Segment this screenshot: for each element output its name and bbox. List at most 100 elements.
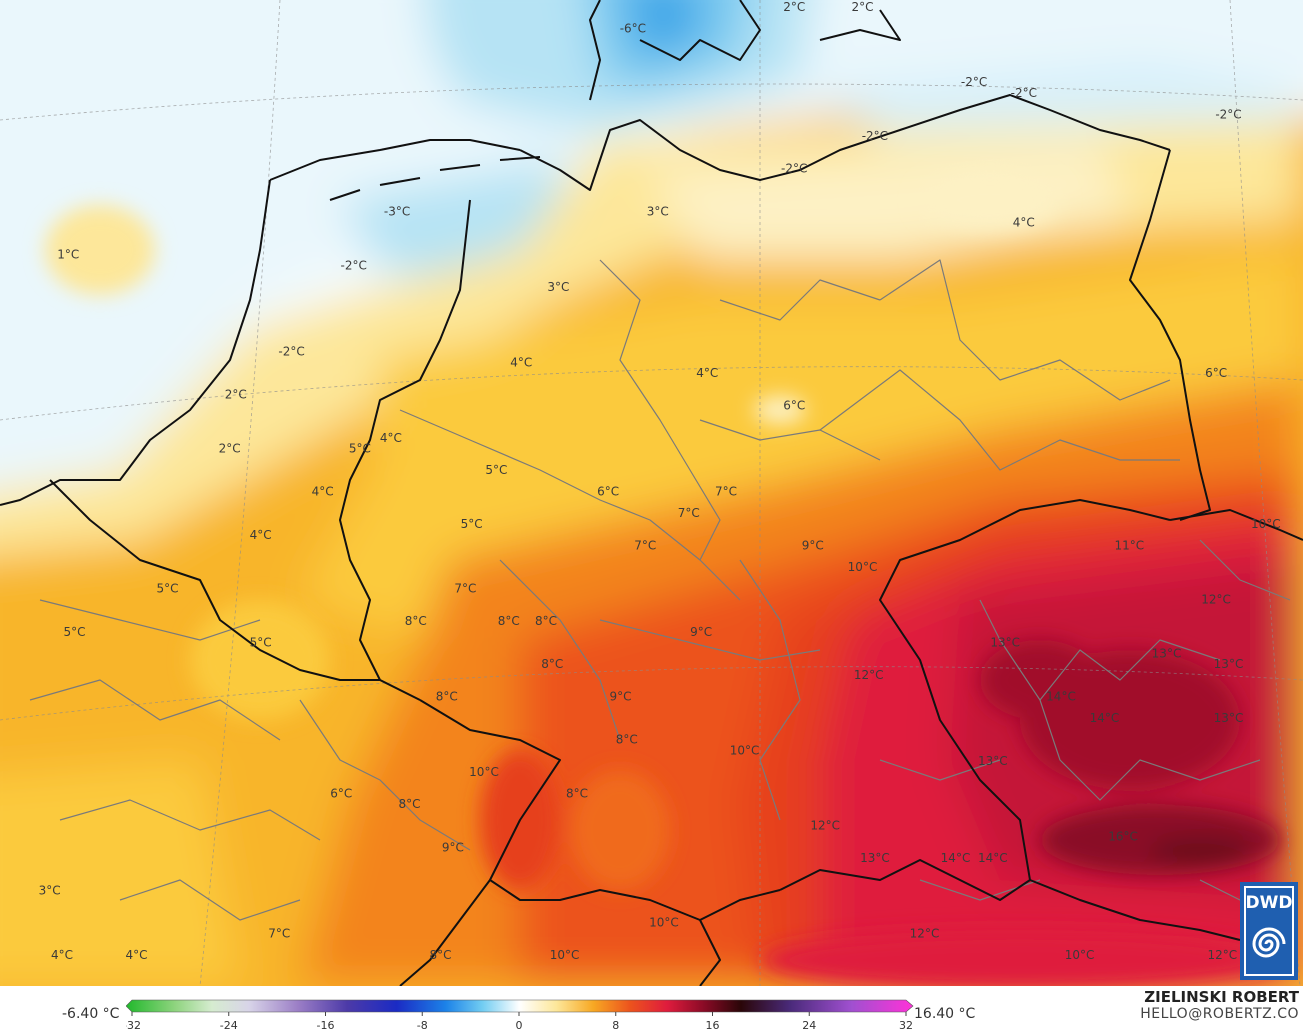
credit-name: ZIELINSKI ROBERT	[1144, 988, 1299, 1006]
temperature-label: 5°C	[250, 636, 272, 650]
legend: -6.40 °C 16.40 °C -32 -24 -16 -8 0 8 16 24 32 ZI…	[0, 986, 1303, 1035]
temperature-label: 9°C	[802, 539, 824, 553]
temperature-label: 12°C	[854, 668, 884, 682]
spiral-icon	[1252, 927, 1286, 958]
graticule	[0, 0, 1303, 986]
temperature-label: 2°C	[225, 388, 247, 402]
temperature-label: 13°C	[1152, 646, 1182, 660]
temperature-label: 10°C	[730, 743, 760, 757]
colorbar-tick-label: -16	[317, 1019, 335, 1032]
temperature-label: 14°C	[1046, 689, 1076, 703]
temperature-label: 6°C	[1205, 366, 1227, 380]
colorbar-tick-label: 8	[612, 1019, 619, 1032]
temperature-label: -2°C	[341, 258, 367, 272]
temperature-label: 4°C	[125, 948, 147, 962]
temperature-label: 8°C	[616, 733, 638, 747]
temperature-label: 11°C	[1114, 539, 1144, 553]
temperature-label: -2°C	[1215, 108, 1241, 122]
temperature-label: -2°C	[961, 75, 987, 89]
temperature-label: 7°C	[454, 582, 476, 596]
temperature-label: 10°C	[649, 916, 679, 930]
temperature-label: 4°C	[696, 366, 718, 380]
temperature-label: 7°C	[268, 927, 290, 941]
temperature-label: 4°C	[510, 355, 532, 369]
temperature-label: 10°C	[848, 560, 878, 574]
credit-email: HELLO@ROBERTZ.CO	[1140, 1006, 1299, 1022]
temperature-label: -2°C	[278, 345, 304, 359]
temperature-label: -2°C	[781, 161, 807, 175]
temperature-label: 8°C	[429, 948, 451, 962]
colorbar-tick-label: 16	[706, 1019, 720, 1032]
dwd-logo-text: DWD	[1246, 893, 1293, 913]
colorbar-tick-label: 24	[802, 1019, 816, 1032]
temperature-label: 10°C	[1065, 948, 1095, 962]
colorbar-tick-label: -8	[417, 1019, 428, 1032]
temperature-label: 12°C	[1207, 948, 1237, 962]
temperature-label: 8°C	[541, 657, 563, 671]
temperature-label: 2°C	[219, 442, 241, 456]
temperature-label: 12°C	[810, 819, 840, 833]
temperature-label: 5°C	[63, 625, 85, 639]
temperature-label: 9°C	[690, 625, 712, 639]
temperature-label: 4°C	[250, 528, 272, 542]
temperature-label: 7°C	[678, 506, 700, 520]
legend-min-value: -6.40 °C	[62, 1006, 120, 1022]
temperature-label: 10°C	[1251, 517, 1281, 531]
colorbar: -32 -24 -16 -8 0 8 16 24 32	[126, 999, 914, 1032]
temperature-label: 13°C	[978, 754, 1008, 768]
temperature-label: 2°C	[851, 0, 873, 14]
temperature-label: 10°C	[469, 765, 499, 779]
temperature-label: 6°C	[597, 485, 619, 499]
temperature-label: 2°C	[783, 0, 805, 14]
colorbar-tick-label: 32	[899, 1019, 913, 1032]
temperature-map: -6°C 2°C 2°C -2°C -2°C -2°C -2°C -2°C -3°C 3°C 4°C…	[0, 0, 1303, 986]
temperature-label: 16°C	[1108, 830, 1138, 844]
temperature-label: 5°C	[461, 517, 483, 531]
temperature-label: 5°C	[485, 463, 507, 477]
temperature-label: -6°C	[620, 21, 646, 35]
temperature-label: 4°C	[312, 485, 334, 499]
colorbar-tick-label: -32	[126, 1019, 141, 1032]
temperature-label: 6°C	[783, 399, 805, 413]
temperature-label: -3°C	[384, 205, 410, 219]
regional-borders	[29, 259, 1291, 921]
temperature-label: 12°C	[910, 927, 940, 941]
colorbar-tick-label: -24	[220, 1019, 238, 1032]
temperature-label: 1°C	[57, 248, 79, 262]
temperature-label: 13°C	[990, 636, 1020, 650]
temperature-label: 7°C	[715, 485, 737, 499]
temperature-label: 12°C	[1201, 593, 1231, 607]
temperature-label: 8°C	[436, 689, 458, 703]
temperature-label: 14°C	[941, 851, 971, 865]
temperature-label: 10°C	[550, 948, 580, 962]
temperature-label: 13°C	[860, 851, 890, 865]
legend-max-value: 16.40 °C	[914, 1006, 976, 1022]
temperature-label: 7°C	[634, 539, 656, 553]
temperature-label: 14°C	[978, 851, 1008, 865]
country-borders	[0, 0, 1303, 986]
temperature-label: 4°C	[380, 431, 402, 445]
temperature-label: 8°C	[535, 614, 557, 628]
temperature-label: 3°C	[39, 883, 61, 897]
temperature-label: 3°C	[647, 205, 669, 219]
temperature-label: 9°C	[609, 689, 631, 703]
temperature-labels: -6°C 2°C 2°C -2°C -2°C -2°C -2°C -2°C -3°C 3°C 4°C…	[39, 0, 1281, 962]
temperature-label: 4°C	[51, 948, 73, 962]
dwd-logo: DWD	[1240, 882, 1298, 980]
temperature-label: 3°C	[547, 280, 569, 294]
temperature-label: 8°C	[498, 614, 520, 628]
temperature-label: 5°C	[349, 442, 371, 456]
temperature-label: 14°C	[1090, 711, 1120, 725]
temperature-label: 6°C	[330, 786, 352, 800]
temperature-label: 8°C	[398, 797, 420, 811]
temperature-label: 13°C	[1214, 711, 1244, 725]
temperature-label: -2°C	[862, 129, 888, 143]
temperature-label: -2°C	[1011, 86, 1037, 100]
temperature-label: 13°C	[1214, 657, 1244, 671]
colorbar-tick-label: 0	[516, 1019, 523, 1032]
temperature-label: 8°C	[405, 614, 427, 628]
temperature-label: 4°C	[1013, 215, 1035, 229]
temperature-label: 5°C	[156, 582, 178, 596]
temperature-label: 9°C	[442, 840, 464, 854]
temperature-label: 8°C	[566, 786, 588, 800]
